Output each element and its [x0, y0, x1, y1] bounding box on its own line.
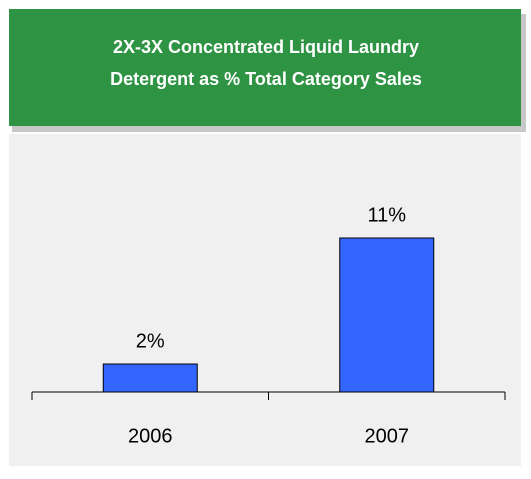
x-tick-label: 2006 [128, 425, 173, 447]
header [9, 9, 521, 126]
chart-title: Detergent as % Total Category Sales [110, 69, 422, 89]
bar [102, 363, 198, 393]
data-label: 11% [367, 204, 406, 226]
plot-panel [9, 134, 521, 466]
bar [339, 237, 435, 393]
chart-title: 2X-3X Concentrated Liquid Laundry [113, 37, 419, 57]
x-tick-label: 2007 [365, 425, 410, 447]
data-label: 2% [136, 330, 165, 352]
